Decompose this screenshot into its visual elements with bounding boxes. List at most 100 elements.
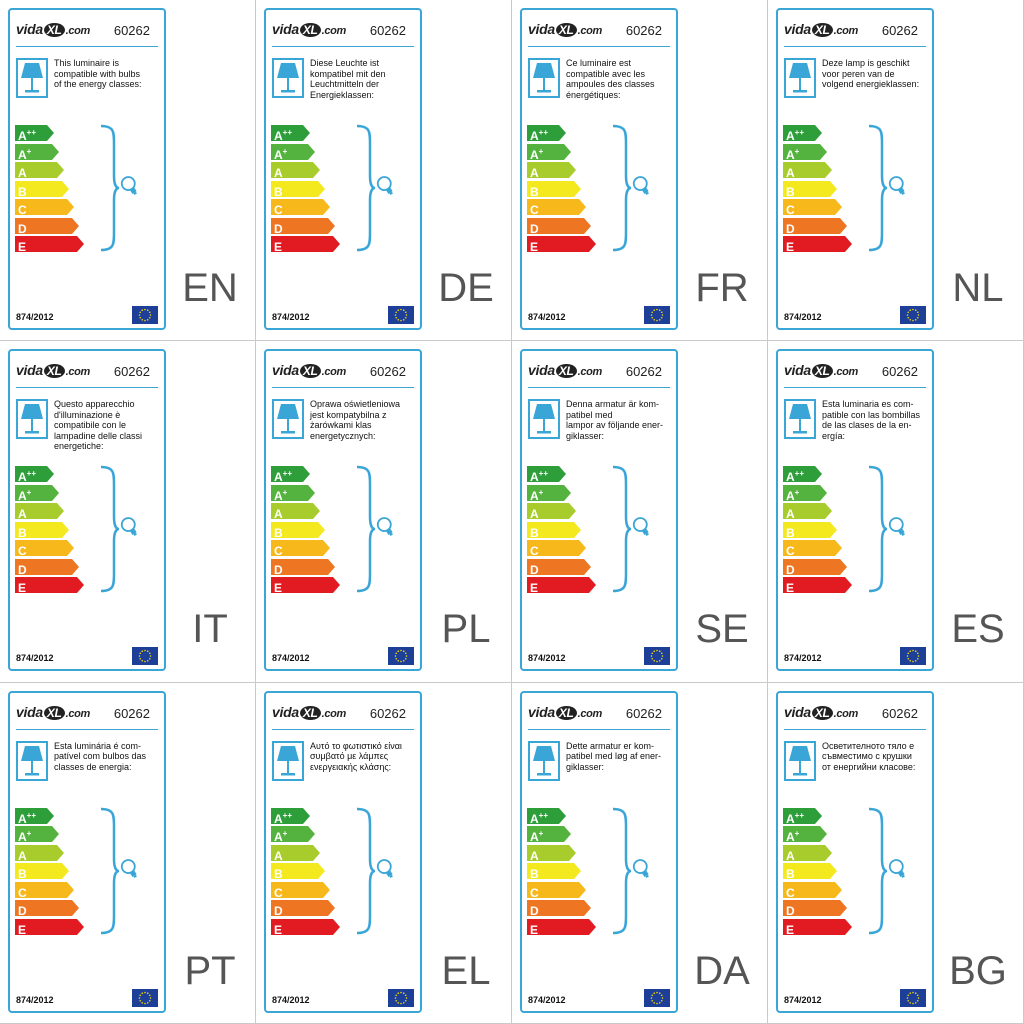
energy-class-bar: A [527, 844, 593, 863]
label-header: vida XL .com 60262 [16, 699, 158, 730]
language-code: EL [441, 948, 491, 993]
energy-class-bar: B [271, 521, 337, 540]
eu-flag-icon [132, 988, 158, 1007]
vidaxl-logo: vida XL .com [528, 21, 603, 37]
compatibility-text: This luminaire is compatible with bulbs … [54, 58, 142, 89]
energy-class-letter: E [18, 240, 27, 254]
energy-class-letter: A+ [18, 146, 32, 162]
curly-brace [612, 807, 632, 934]
language-panel-pl: vida XL .com 60262 Oprawa oświetleniowa je… [256, 341, 512, 683]
label-header: vida XL .com 60262 [272, 699, 414, 730]
vidaxl-logo: vida XL .com [272, 703, 347, 720]
energy-class-bar: A+ [527, 826, 593, 844]
language-code: NL [952, 266, 1004, 310]
energy-class-bar: D [783, 217, 849, 236]
energy-class-bar: A [527, 503, 593, 521]
product-code: 60262 [113, 705, 150, 721]
light-bulb-icon [120, 858, 137, 878]
energy-class-bar: E [527, 918, 596, 937]
energy-class-bar: A+ [15, 484, 81, 503]
product-code: 60262 [881, 23, 918, 38]
product-code: 60262 [113, 364, 150, 380]
energy-class-bar: C [527, 199, 593, 217]
curly-brace [868, 124, 888, 252]
light-bulb-icon [888, 176, 905, 196]
language-code: FR [695, 266, 749, 310]
energy-class-scale: A++ A+ A B C D E [527, 125, 596, 255]
eu-flag-icon [900, 647, 926, 666]
vidaxl-logo: vida XL .com [528, 703, 603, 720]
label-header: vida XL .com 60262 [528, 16, 670, 47]
energy-class-letter: A+ [274, 146, 288, 162]
energy-class-letter: A++ [786, 469, 805, 485]
light-bulb-icon [120, 176, 137, 196]
energy-class-bar: E [15, 577, 84, 596]
energy-class-letter: B [530, 184, 539, 199]
energy-class-letter: C [530, 544, 539, 559]
label-header: vida XL .com 60262 [784, 16, 926, 47]
energy-class-letter: A++ [786, 810, 805, 826]
energy-class-bar: D [15, 900, 81, 918]
eu-flag-icon [132, 306, 158, 324]
energy-class-letter: B [18, 867, 27, 882]
table-lamp-icon [272, 399, 304, 440]
energy-class-scale: A++ A+ A B C D E [15, 125, 84, 255]
energy-class-letter: C [530, 885, 539, 900]
energy-class-bar: A [527, 162, 593, 180]
compatibility-text: Αυτό το φωτιστικό είναι συμβατό με λάμπε… [310, 740, 402, 772]
energy-class-letter: C [18, 885, 27, 900]
vidaxl-logo: vida XL .com [784, 362, 859, 379]
energy-class-scale: A++ A+ A B C D E [271, 125, 340, 255]
energy-class-letter: A [786, 848, 795, 863]
curly-brace [100, 807, 120, 934]
regulation-number: 874/2012 [16, 312, 54, 322]
language-panel-da: vida XL .com 60262 Dette armatur er kom- p… [512, 682, 768, 1024]
compatibility-text: Esta luminária é com- patível com bulbos… [54, 740, 147, 772]
energy-class-letter: B [530, 525, 539, 540]
energy-class-bar: B [271, 863, 337, 882]
language-panel-es: vida XL .com 60262 Esta luminaria es com- … [768, 341, 1024, 683]
language-panel-bg: vida XL .com 60262 Осветителното тяло е съ… [768, 682, 1024, 1024]
light-bulb-icon [632, 858, 649, 878]
vidaxl-logo: vida XL .com [272, 21, 347, 37]
product-code: 60262 [881, 364, 918, 380]
energy-class-letter: C [786, 885, 795, 900]
language-code: BG [949, 948, 1007, 993]
energy-label-card: vida XL .com 60262 Denna armatur är kom- p… [520, 349, 678, 672]
energy-class-letter: E [530, 581, 539, 596]
energy-class-bar: E [15, 918, 84, 937]
energy-class-bar: E [527, 236, 596, 254]
energy-class-bar: A++ [527, 125, 593, 143]
energy-class-bar: A++ [271, 466, 337, 484]
energy-class-letter: C [274, 885, 283, 900]
energy-class-bar: D [271, 558, 337, 577]
energy-class-bar: A [15, 844, 81, 863]
energy-class-letter: A+ [18, 829, 32, 845]
language-code: ES [951, 607, 1005, 652]
energy-class-bar: C [527, 881, 593, 900]
table-lamp-icon [272, 58, 304, 98]
energy-class-bar: C [271, 881, 337, 900]
vidaxl-logo: vida XL .com [16, 703, 91, 720]
energy-class-bar: C [15, 199, 81, 217]
energy-class-bar: A++ [15, 466, 81, 485]
language-panel-nl: vida XL .com 60262 Deze lamp is geschikt v… [768, 0, 1024, 342]
energy-class-letter: A+ [786, 829, 800, 845]
energy-class-bar: D [527, 217, 593, 236]
energy-class-letter: A++ [18, 469, 37, 485]
language-code: EN [182, 266, 238, 310]
energy-label-card: vida XL .com 60262 Oprawa oświetleniowa je… [264, 349, 422, 672]
energy-class-letter: D [530, 221, 539, 236]
energy-class-letter: D [274, 904, 283, 919]
energy-class-letter: C [786, 544, 795, 559]
energy-class-letter: D [530, 904, 539, 919]
product-code: 60262 [625, 705, 662, 721]
energy-class-bar: C [15, 881, 81, 900]
energy-class-letter: E [18, 581, 27, 596]
energy-class-letter: B [274, 867, 283, 882]
energy-class-bar: E [783, 918, 852, 937]
energy-class-letter: D [274, 562, 283, 577]
label-header: vida XL .com 60262 [784, 699, 926, 730]
energy-class-letter: B [786, 184, 795, 199]
energy-class-letter: A++ [274, 128, 293, 143]
